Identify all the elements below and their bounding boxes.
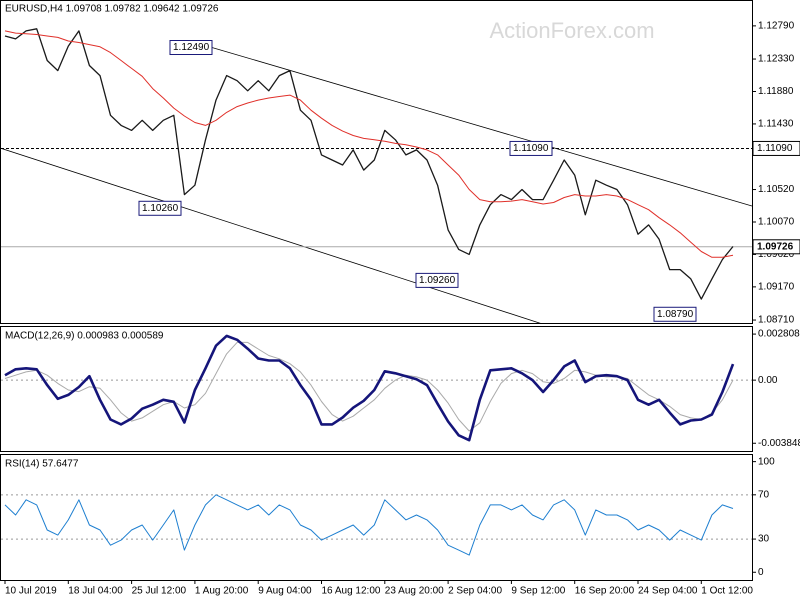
macd-panel	[0, 326, 753, 452]
y-tick-label: 0.002808	[758, 329, 800, 340]
y-tick-label: -0.003848	[758, 438, 800, 449]
series-line	[4, 494, 734, 556]
annotation-box	[138, 200, 182, 216]
macd-header: MACD(12,26,9) 0.000983 0.000589	[5, 331, 164, 342]
y-tick-label: 1.09170	[758, 282, 795, 293]
y-tick-label: 100	[758, 456, 775, 467]
level-label-box	[752, 140, 800, 156]
series-line	[4, 334, 735, 442]
series-line	[4, 28, 734, 300]
annotation-label: 1.09260	[419, 275, 456, 286]
y-tick-label: 70	[758, 489, 770, 500]
series-line	[4, 30, 734, 258]
x-tick-label: 24 Sep 04:00	[638, 586, 698, 597]
x-tick-label: 9 Aug 04:00	[258, 586, 312, 597]
level-label: 1.11090	[757, 143, 793, 154]
annotation-box	[653, 306, 697, 322]
x-tick-label: 2 Sep 04:00	[448, 586, 502, 597]
rsi-header: RSI(14) 57.6477	[5, 459, 79, 470]
y-tick-label: 1.08710	[758, 315, 795, 326]
x-tick-label: 16 Aug 12:00	[322, 586, 381, 597]
y-tick-label: 1.10520	[758, 184, 795, 195]
price-header: EURUSD,H4 1.09708 1.09782 1.09642 1.0972…	[5, 4, 219, 15]
x-tick-label: 1 Oct 12:00	[701, 586, 753, 597]
y-tick-label: 1.11880	[758, 86, 794, 97]
y-tick-label: 30	[758, 534, 770, 545]
y-tick-label: 0.00	[758, 375, 778, 386]
price-panel	[0, 0, 753, 324]
x-tick-label: 10 Jul 2019	[5, 586, 57, 597]
annotation-box	[415, 272, 459, 288]
annotation-box	[509, 140, 553, 156]
x-tick-label: 1 Aug 20:00	[195, 586, 249, 597]
annotation-label: 1.11090	[513, 143, 549, 154]
y-tick-label: 1.12790	[758, 21, 795, 32]
channel-lower	[1, 147, 541, 323]
x-tick-label: 9 Sep 12:00	[511, 586, 565, 597]
x-tick-label: 18 Jul 04:00	[68, 586, 123, 597]
x-tick-label: 16 Sep 20:00	[575, 586, 635, 597]
watermark: ActionForex.com	[489, 18, 654, 43]
y-tick-label: 1.12330	[758, 54, 795, 65]
annotation-label: 1.08790	[657, 309, 694, 320]
y-tick-label: 1.10070	[758, 217, 795, 228]
last-price-box	[752, 239, 800, 255]
x-tick-label: 25 Jul 12:00	[132, 586, 187, 597]
annotation-box	[169, 40, 213, 56]
rsi-panel	[0, 454, 753, 581]
x-tick-label: 23 Aug 20:00	[385, 586, 444, 597]
channel-upper	[199, 43, 752, 207]
y-tick-label: 1.09620	[758, 249, 795, 260]
annotation-label: 1.12490	[173, 42, 210, 53]
y-tick-label: 0	[758, 567, 764, 578]
annotation-label: 1.10260	[142, 203, 179, 214]
last-price-label: 1.09726	[757, 241, 794, 252]
y-tick-label: 1.11430	[758, 119, 794, 130]
